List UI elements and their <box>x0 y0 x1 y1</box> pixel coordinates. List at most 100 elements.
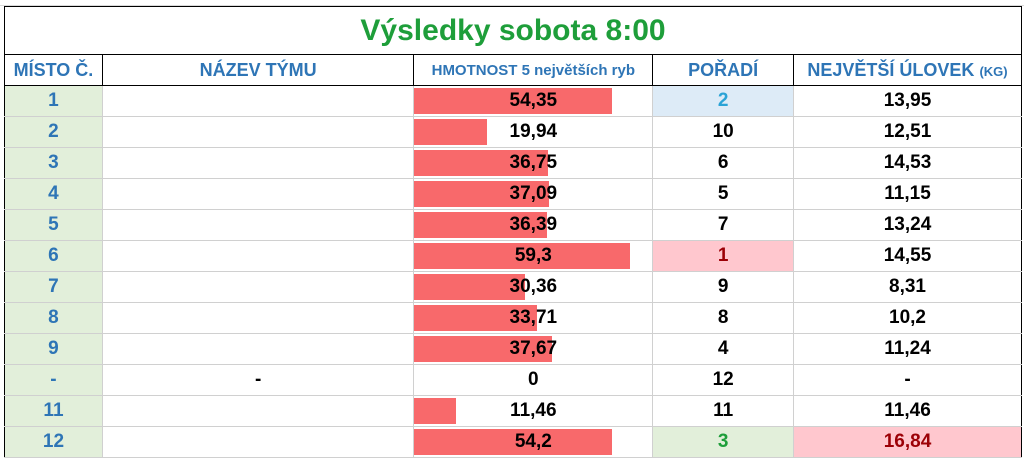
cell-nejvetsi-ulovek[interactable]: 14,53 <box>793 147 1022 179</box>
data-bar <box>414 398 457 424</box>
header-row: MÍSTO Č. NÁZEV TÝMU HMOTNOST 5 největšíc… <box>4 54 1022 86</box>
cell-misto[interactable]: 8 <box>4 302 103 334</box>
cell-nejvetsi-ulovek[interactable]: 11,46 <box>793 395 1022 427</box>
header-nejvetsi-ulovek[interactable]: NEJVĚTŠÍ ÚLOVEK (KG) <box>793 54 1022 86</box>
table-row: 9 37,67 4 11,24 <box>4 333 1022 365</box>
cell-nazev-tymu[interactable] <box>101 333 415 365</box>
cell-hmotnost[interactable]: 59,3 <box>413 240 654 272</box>
cell-hmotnost[interactable]: 37,09 <box>413 178 654 210</box>
cell-hmotnost[interactable]: 11,46 <box>413 395 654 427</box>
cell-poradi[interactable]: 6 <box>652 147 795 179</box>
cell-hmotnost[interactable]: 36,39 <box>413 209 654 241</box>
cell-misto[interactable]: 12 <box>4 426 103 458</box>
cell-poradi[interactable]: 7 <box>652 209 795 241</box>
cell-nejvetsi-ulovek[interactable]: 13,24 <box>793 209 1022 241</box>
cell-hmotnost[interactable]: 36,75 <box>413 147 654 179</box>
cell-hmotnost[interactable]: 33,71 <box>413 302 654 334</box>
results-body: 1 54,35 2 13,95 2 19,94 10 12,51 3 36,75 6 14,53 4 37… <box>4 85 1022 458</box>
cell-nazev-tymu[interactable] <box>101 395 415 427</box>
cell-poradi[interactable]: 10 <box>652 116 795 148</box>
cell-nazev-tymu[interactable] <box>101 178 415 210</box>
cell-nejvetsi-ulovek[interactable]: 12,51 <box>793 116 1022 148</box>
cell-nejvetsi-ulovek[interactable]: - <box>793 364 1022 396</box>
table-row: 11 11,46 11 11,46 <box>4 395 1022 427</box>
cell-nazev-tymu[interactable] <box>101 147 415 179</box>
results-sheet: Výsledky sobota 8:00 MÍSTO Č. NÁZEV TÝMU… <box>4 6 1022 460</box>
table-row: 5 36,39 7 13,24 <box>4 209 1022 241</box>
cell-poradi[interactable]: 9 <box>652 271 795 303</box>
header-nazev-tymu[interactable]: NÁZEV TÝMU <box>101 54 415 86</box>
cell-misto[interactable]: 7 <box>4 271 103 303</box>
hmotnost-value: 54,2 <box>514 431 552 452</box>
cell-nejvetsi-ulovek[interactable]: 10,2 <box>793 302 1022 334</box>
table-row: 6 59,3 1 14,55 <box>4 240 1022 272</box>
hmotnost-value: 59,3 <box>514 245 552 266</box>
data-bar <box>414 429 612 455</box>
header-hmotnost[interactable]: HMOTNOST 5 největších ryb <box>413 54 654 86</box>
table-row: 4 37,09 5 11,15 <box>4 178 1022 210</box>
cell-misto[interactable]: 2 <box>4 116 103 148</box>
header-ulovek-unit: (KG) <box>979 63 1008 79</box>
cell-misto[interactable]: 5 <box>4 209 103 241</box>
data-bar <box>414 212 547 238</box>
cell-nazev-tymu[interactable]: - <box>101 364 415 396</box>
cell-hmotnost[interactable]: 54,2 <box>413 426 654 458</box>
cell-poradi[interactable]: 12 <box>652 364 795 396</box>
data-bar <box>414 243 631 269</box>
hmotnost-value: 11,46 <box>510 400 557 421</box>
results-title[interactable]: Výsledky sobota 8:00 <box>4 6 1022 55</box>
cell-poradi[interactable]: 1 <box>652 240 795 272</box>
cell-nejvetsi-ulovek[interactable]: 14,55 <box>793 240 1022 272</box>
cell-nejvetsi-ulovek[interactable]: 8,31 <box>793 271 1022 303</box>
table-row: 2 19,94 10 12,51 <box>4 116 1022 148</box>
cell-nejvetsi-ulovek[interactable]: 13,95 <box>793 85 1022 117</box>
data-bar <box>414 150 549 176</box>
hmotnost-value: 19,94 <box>509 121 558 142</box>
data-bar <box>414 305 538 331</box>
header-misto[interactable]: MÍSTO Č. <box>4 54 103 86</box>
cell-nejvetsi-ulovek[interactable]: 11,15 <box>793 178 1022 210</box>
hmotnost-value: 37,67 <box>509 338 558 359</box>
header-poradi[interactable]: POŘADÍ <box>652 54 795 86</box>
cell-misto[interactable]: 3 <box>4 147 103 179</box>
cell-misto[interactable]: - <box>4 364 103 396</box>
results-table: MÍSTO Č. NÁZEV TÝMU HMOTNOST 5 největšíc… <box>4 54 1022 458</box>
cell-nazev-tymu[interactable] <box>101 302 415 334</box>
hmotnost-value: 54,35 <box>509 90 558 111</box>
table-row: 8 33,71 8 10,2 <box>4 302 1022 334</box>
cell-hmotnost[interactable]: 19,94 <box>413 116 654 148</box>
table-row: - -0 12- <box>4 364 1022 396</box>
hmotnost-value: 36,39 <box>509 214 558 235</box>
data-bar <box>414 119 487 145</box>
cell-hmotnost[interactable]: 0 <box>413 364 654 396</box>
cell-misto[interactable]: 11 <box>4 395 103 427</box>
cell-nazev-tymu[interactable] <box>101 426 415 458</box>
data-bar <box>414 336 552 362</box>
cell-nazev-tymu[interactable] <box>101 116 415 148</box>
cell-nazev-tymu[interactable] <box>101 85 415 117</box>
cell-nejvetsi-ulovek[interactable]: 11,24 <box>793 333 1022 365</box>
hmotnost-value: 36,75 <box>509 152 558 173</box>
cell-nazev-tymu[interactable] <box>101 209 415 241</box>
cell-misto[interactable]: 9 <box>4 333 103 365</box>
cell-misto[interactable]: 6 <box>4 240 103 272</box>
cell-nejvetsi-ulovek[interactable]: 16,84 <box>793 426 1022 458</box>
cell-poradi[interactable]: 5 <box>652 178 795 210</box>
table-row: 7 30,36 9 8,31 <box>4 271 1022 303</box>
cell-poradi[interactable]: 3 <box>652 426 795 458</box>
hmotnost-value: 37,09 <box>509 183 558 204</box>
cell-hmotnost[interactable]: 37,67 <box>413 333 654 365</box>
table-row: 3 36,75 6 14,53 <box>4 147 1022 179</box>
cell-poradi[interactable]: 2 <box>652 85 795 117</box>
hmotnost-value: 0 <box>528 369 539 390</box>
cell-poradi[interactable]: 4 <box>652 333 795 365</box>
cell-misto[interactable]: 4 <box>4 178 103 210</box>
cell-hmotnost[interactable]: 54,35 <box>413 85 654 117</box>
cell-poradi[interactable]: 11 <box>652 395 795 427</box>
cell-poradi[interactable]: 8 <box>652 302 795 334</box>
cell-nazev-tymu[interactable] <box>101 271 415 303</box>
data-bar <box>414 88 613 114</box>
cell-misto[interactable]: 1 <box>4 85 103 117</box>
cell-nazev-tymu[interactable] <box>101 240 415 272</box>
cell-hmotnost[interactable]: 30,36 <box>413 271 654 303</box>
